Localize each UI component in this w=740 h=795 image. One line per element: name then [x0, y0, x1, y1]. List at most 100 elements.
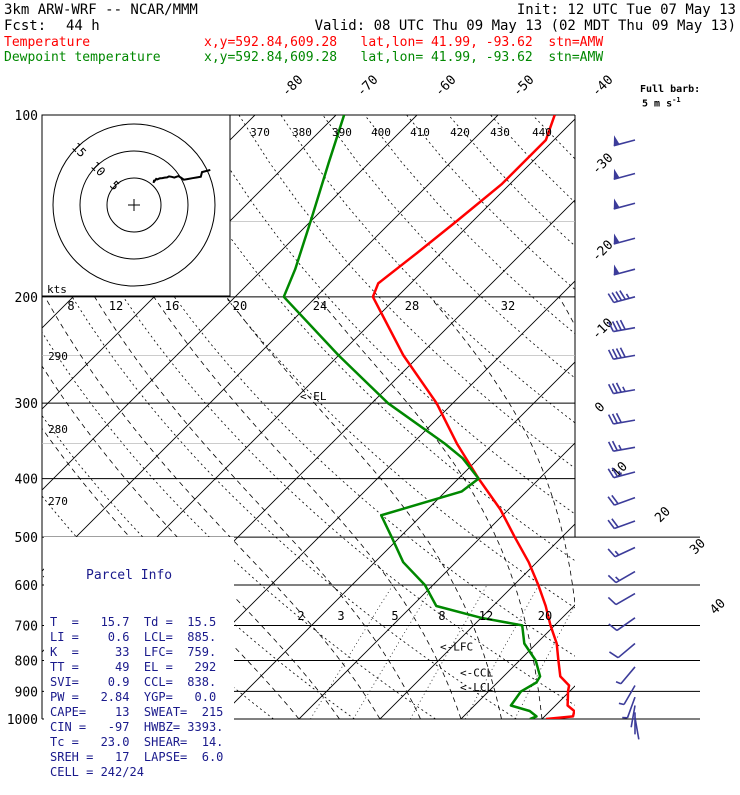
wind-barb-shaft [621, 667, 635, 684]
moist-adiabat [664, 297, 689, 719]
dry-adiabat [532, 115, 740, 719]
mixing-ratio-label-lower: 12 [479, 609, 493, 623]
theta-label: 430 [490, 126, 510, 139]
dry-adiabat [323, 115, 740, 719]
parcel-info-row: SVI= 0.9 CCL= 838. [50, 675, 234, 690]
theta-label-low: 290 [48, 350, 68, 363]
isotherm [218, 115, 740, 719]
dry-adiabat [281, 115, 740, 719]
isotherm-label: -20 [589, 238, 616, 265]
theta-label: 420 [450, 126, 470, 139]
mixing-ratio-label: 8 [67, 299, 74, 313]
moist-adiabat [559, 297, 627, 719]
wind-barb [608, 287, 635, 303]
pressure-label-900: 900 [15, 685, 38, 700]
mixing-ratio-line [515, 585, 586, 719]
parcel-info-row: LI = 0.6 LCL= 885. [50, 630, 234, 645]
isotherm-label: 40 [707, 596, 729, 618]
parcel-info-title: Parcel Info [44, 567, 234, 585]
dry-adiabat [574, 115, 740, 719]
isotherm-label: -70 [354, 73, 381, 100]
pressure-label-300: 300 [15, 397, 38, 412]
wind-barb-half-flag [615, 551, 618, 556]
dry-adiabat [197, 115, 740, 719]
wind-barb [608, 585, 635, 606]
parcel-info-row: PW = 2.84 YGP= 0.0 [50, 690, 234, 705]
isotherm-label: -50 [510, 73, 537, 100]
isotherm-label: -40 [589, 73, 616, 100]
wind-barb-pennant [611, 134, 619, 145]
dry-adiabat [616, 115, 740, 719]
pressure-label-600: 600 [15, 579, 38, 594]
wind-barb [611, 229, 635, 244]
mixing-ratio-label: 20 [233, 299, 247, 313]
parcel-info-row: K = 33 LFC= 759. [50, 645, 234, 660]
wind-barb [611, 164, 635, 179]
mixing-ratio-label: 28 [405, 299, 419, 313]
wind-barb-pennant [611, 168, 619, 179]
mixing-ratio-label: 24 [313, 299, 327, 313]
wind-barb-pennant [611, 264, 619, 275]
wind-barb [608, 538, 635, 558]
full-barb-exponent: -1 [672, 96, 680, 104]
wind-barb-shaft [617, 618, 635, 631]
mixing-ratio-label-lower: 8 [438, 609, 445, 623]
wind-barb-half-flag [619, 702, 624, 706]
level-marker-ccl: <-CCL [460, 667, 493, 680]
parcel-info-row: CELL = 242/24 [50, 765, 234, 780]
dry-adiabat [155, 115, 740, 719]
isotherm-label: -60 [432, 73, 459, 100]
wind-barb [609, 380, 635, 394]
isotherm-label: -80 [279, 73, 306, 100]
dry-adiabat [449, 115, 740, 719]
isotherm-label: 20 [652, 504, 674, 526]
full-barb-label: Full barb: [640, 84, 700, 95]
full-barb-legend: Full barb: 5 m s-1 [640, 84, 700, 109]
mixing-ratio-label-lower: 20 [538, 609, 552, 623]
theta-label: 400 [371, 126, 391, 139]
parcel-info-row: CIN = -97 HWBZ= 3393. [50, 720, 234, 735]
full-barb-unit: 5 m s [642, 98, 672, 109]
isotherm [380, 115, 740, 719]
wind-barb-shaft [618, 644, 635, 658]
wind-barb [609, 437, 635, 451]
pressure-label-200: 200 [15, 291, 38, 306]
mixing-ratio-label-lower: 2 [297, 609, 304, 623]
wind-barb-shaft [616, 594, 635, 605]
theta-label: 440 [532, 126, 552, 139]
pressure-label-400: 400 [15, 473, 38, 488]
mixing-ratio-label: 16 [165, 299, 179, 313]
level-marker-lcl: <-LCL [460, 681, 493, 694]
parcel-info-row: Tc = 23.0 SHEAR= 14. [50, 735, 234, 750]
theta-label: 380 [292, 126, 312, 139]
moist-adiabat [704, 297, 740, 719]
isotherm-label: 0 [592, 400, 608, 416]
wind-barb-flag [608, 596, 616, 606]
theta-label: 370 [250, 126, 270, 139]
dry-adiabat [407, 115, 740, 719]
isotherm [623, 115, 740, 719]
wind-barb-half-flag [616, 576, 620, 581]
parcel-info-row: CAPE= 13 SWEAT= 215 [50, 705, 234, 720]
temperature-profile [373, 115, 574, 719]
wind-barb-flag [609, 622, 617, 632]
mixing-ratio-label-lower: 3 [337, 609, 344, 623]
pressure-label-500: 500 [15, 531, 38, 546]
parcel-info-row: T = 15.7 Td = 15.5 [50, 615, 234, 630]
wind-barb-pennant [611, 198, 619, 209]
dry-adiabat [700, 115, 740, 719]
parcel-info-row: TT = 49 EL = 292 [50, 660, 234, 675]
wind-barb [611, 260, 635, 275]
wind-barb [609, 636, 635, 660]
isotherm-label: 10 [609, 459, 631, 481]
dry-adiabat [658, 115, 740, 719]
wind-barb [611, 194, 635, 209]
mixing-ratio-label: 32 [501, 299, 515, 313]
parcel-info-row: SREH = 17 LAPSE= 6.0 [50, 750, 234, 765]
wind-barb [608, 488, 635, 506]
wind-barb [616, 664, 635, 685]
moist-adiabat [430, 297, 583, 719]
isotherm [704, 115, 740, 719]
level-marker-lfc: <-LFC [440, 641, 473, 654]
